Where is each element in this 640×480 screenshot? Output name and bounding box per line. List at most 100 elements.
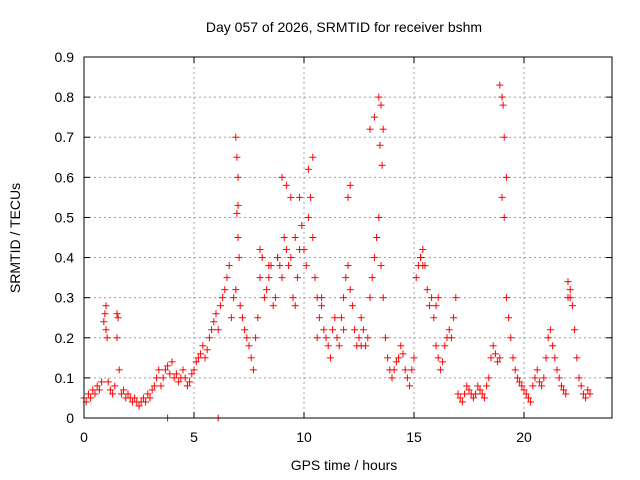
data-point [428,294,436,302]
data-point [509,354,517,362]
data-point [269,302,277,310]
x-axis-ticks: 0 5 10 15 20 [80,57,532,445]
data-point [410,354,418,362]
data-point [487,354,495,362]
data-point [579,390,587,398]
data-point [500,213,508,221]
data-point [476,386,484,394]
data-point [370,113,378,121]
data-point [313,294,321,302]
data-point [432,302,440,310]
data-point [502,173,510,181]
data-point [342,274,350,282]
data-point [408,366,416,374]
data-point [403,374,411,382]
data-point [355,334,363,342]
data-point [491,350,499,358]
data-point [227,314,235,322]
data-point [287,193,295,201]
data-point [392,358,400,366]
data-point [135,402,143,410]
data-point [282,181,290,189]
y-tick-label: 0.7 [55,129,75,145]
data-point [544,334,552,342]
data-point [280,234,288,241]
data-point [109,390,117,398]
data-point [507,334,515,342]
data-point [535,378,543,386]
data-point [538,382,546,390]
data-point [379,125,387,133]
data-point [265,274,273,282]
data-point [351,326,359,334]
data-point [235,254,243,262]
data-point [335,342,343,350]
data-point [131,394,139,402]
data-point [113,310,121,318]
data-point [89,386,97,394]
data-point [370,254,378,262]
data-point [117,390,125,398]
data-point [520,386,528,394]
data-point [395,354,403,362]
data-point [499,101,507,109]
data-point [577,382,585,390]
data-point [201,354,209,362]
data-point [190,366,198,374]
data-point [500,133,508,141]
data-point [243,334,251,342]
data-point [329,326,337,334]
data-point [311,274,319,282]
data-point [150,382,158,390]
data-point [102,302,110,310]
y-tick-label: 0.5 [55,209,75,225]
data-point [183,382,191,390]
data-point [412,274,420,282]
data-point [212,310,220,318]
data-point [144,390,152,398]
data-point [375,93,383,101]
data-point [216,302,224,310]
data-point [447,334,455,342]
data-point [331,314,339,322]
data-point [263,286,271,294]
y-tick-label: 0.8 [55,89,75,105]
data-point [496,81,504,89]
data-point [309,234,317,241]
data-point [527,398,535,406]
data-point [566,294,574,302]
data-point [87,394,95,402]
data-point [232,286,240,294]
data-point [406,382,414,390]
data-point [179,366,187,374]
y-tick-label: 0.2 [55,330,75,346]
data-point [93,382,101,390]
data-point [434,354,442,362]
data-point [423,286,431,294]
data-point [197,350,205,358]
x-tick-label: 15 [406,429,422,445]
data-point [153,374,161,382]
data-point [233,153,241,161]
data-point [454,390,462,398]
data-point [377,262,385,270]
data-point [168,358,176,366]
data-point [364,334,372,342]
data-point [337,314,345,322]
x-axis-label: GPS time / hours [291,457,398,473]
data-point [159,374,167,382]
data-point [164,362,172,370]
data-point [252,334,260,342]
y-tick-label: 0.4 [55,250,75,266]
data-point [458,398,466,406]
data-point [287,254,295,262]
data-point [456,394,464,402]
data-point [434,294,442,302]
data-point [276,262,284,270]
data-point [172,370,180,378]
data-point [322,334,330,342]
data-point [551,354,559,362]
data-point [234,234,242,241]
data-point [115,366,123,374]
